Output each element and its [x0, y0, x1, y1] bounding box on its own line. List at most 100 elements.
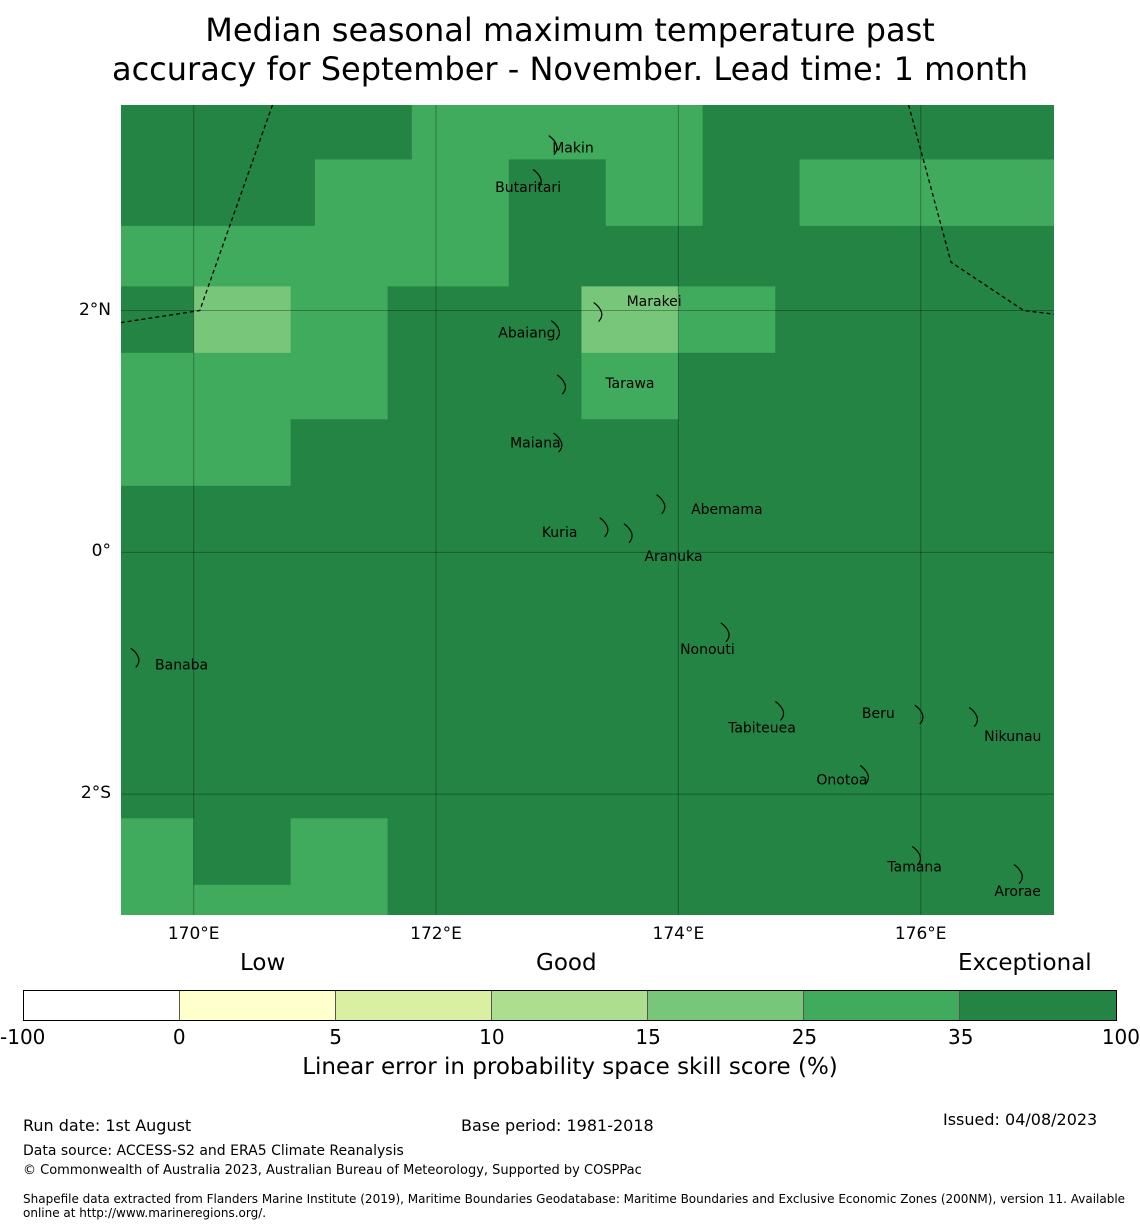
- island-outline: [550, 320, 560, 341]
- grid-cell: [993, 105, 1054, 160]
- grid-cell: [314, 225, 413, 287]
- grid-cell: [993, 225, 1054, 287]
- place-label: Nikunau: [984, 729, 1041, 745]
- latitude-label: 0°: [91, 541, 111, 562]
- grid-cell: [387, 352, 486, 420]
- grid-cell: [605, 159, 704, 227]
- place-label: Beru: [862, 706, 895, 722]
- grid-cell: [508, 225, 607, 287]
- colorbar-segment: [648, 991, 804, 1020]
- island-outline: [775, 700, 785, 721]
- island-outline: [1013, 864, 1023, 885]
- grid-cell: [121, 105, 219, 160]
- grid-cell: [314, 105, 413, 160]
- grid-cell: [387, 286, 486, 354]
- island-outlines: [130, 135, 1023, 885]
- grid-cell: [678, 286, 776, 354]
- data-source: Data source: ACCESS-S2 and ERA5 Climate …: [23, 1143, 404, 1159]
- island-outline: [548, 135, 558, 156]
- shapefile-credit: Shapefile data extracted from Flanders M…: [23, 1192, 1126, 1220]
- grid-cell: [969, 352, 1054, 420]
- longitude-label: 176°E: [894, 924, 947, 944]
- grid-cell: [799, 105, 897, 160]
- grid-cell: [678, 352, 776, 420]
- island-outline: [859, 765, 869, 785]
- chart-title: Median seasonal maximum temperature past…: [0, 11, 1140, 89]
- place-label: Aranuka: [644, 549, 702, 565]
- colorbar-tick-label: 10: [479, 1025, 505, 1049]
- colorbar-tick-label: 15: [635, 1025, 661, 1049]
- island-outline: [720, 622, 730, 643]
- colorbar-tick-label: 5: [329, 1025, 342, 1049]
- colorbar-tick-label: 0: [172, 1025, 186, 1049]
- grid-cell: [193, 419, 292, 487]
- longitude-label: 172°E: [410, 924, 462, 944]
- place-label: Banaba: [155, 658, 208, 674]
- colorbar-segment: [336, 991, 492, 1020]
- eez-boundary-east: [907, 105, 1054, 315]
- grid-cell: [217, 225, 316, 287]
- grid-cell: [121, 159, 219, 227]
- grid-cell: [314, 159, 413, 227]
- grid-cell: [605, 225, 704, 287]
- colorbar-segment: [24, 991, 180, 1020]
- grid-cell: [121, 419, 195, 487]
- colorbar: [23, 990, 1117, 1021]
- grid-cell: [121, 225, 219, 287]
- grid-cell: [799, 159, 897, 227]
- latitude-label: 2°N: [78, 299, 111, 320]
- grid-cell: [217, 159, 316, 227]
- place-labels: Makin Butaritari Marakei Abaiang Tarawa Maian…: [155, 140, 1041, 900]
- issued-date: Issued: 04/08/2023: [943, 1110, 1098, 1129]
- grid-cell: [581, 352, 679, 420]
- grid-cell: [193, 286, 292, 354]
- grid-cell: [605, 105, 704, 160]
- title-line-2: accuracy for September - November. Lead …: [111, 50, 1029, 88]
- grid-cell: [121, 286, 195, 354]
- colorbar-tick-label: 35: [947, 1025, 974, 1049]
- place-label: Butaritari: [495, 180, 561, 196]
- grid-cell: [411, 159, 510, 227]
- map-panel[interactable]: Makin Butaritari Marakei Abaiang Tarawa Maian…: [121, 105, 1054, 915]
- grid-cell: [121, 884, 195, 915]
- grid-cell: [775, 286, 873, 354]
- island-outline: [914, 704, 924, 725]
- grid-cell: [193, 818, 292, 886]
- place-label: Tamana: [886, 860, 941, 876]
- grid-cell: [121, 352, 195, 420]
- grid-cell: [702, 159, 801, 227]
- grid-cell: [581, 286, 679, 354]
- legend-category-exceptional: Exceptional: [958, 950, 1092, 976]
- grid-cell: [121, 818, 195, 886]
- grid-cell: [508, 105, 607, 160]
- map-svg[interactable]: Makin Butaritari Marakei Abaiang Tarawa Maian…: [121, 105, 1054, 915]
- skill-grid-cells: [121, 105, 1054, 915]
- grid-cell: [969, 286, 1054, 354]
- colorbar-tick-label: 25: [791, 1025, 818, 1049]
- place-label: Nonouti: [680, 642, 735, 658]
- colorbar-title: Linear error in probability space skill …: [302, 1054, 838, 1080]
- colorbar-tick-label: 100: [1101, 1025, 1140, 1049]
- grid-cell: [508, 159, 607, 227]
- grid-cell: [290, 286, 389, 354]
- grid-cell: [290, 419, 1054, 487]
- grid-cell: [896, 159, 994, 227]
- island-outline: [532, 169, 542, 189]
- grid-cell: [775, 352, 873, 420]
- grid-cell: [702, 105, 801, 160]
- grid-cell: [872, 286, 970, 354]
- title-line-1: Median seasonal maximum temperature past: [205, 11, 935, 49]
- colorbar-segment: [804, 991, 960, 1020]
- legend-category-good: Good: [536, 950, 597, 976]
- island-outline: [593, 302, 603, 322]
- eez-boundary-lines: [121, 105, 1054, 324]
- place-label: Makin: [552, 140, 594, 156]
- base-period: Base period: 1981-2018: [461, 1116, 654, 1135]
- place-label: Kuria: [542, 525, 578, 541]
- grid-cell: [896, 225, 994, 287]
- grid-cell: [217, 105, 316, 160]
- grid-cell: [702, 225, 801, 287]
- longitude-label: 174°E: [652, 924, 705, 944]
- grid-cell: [193, 884, 292, 915]
- graticule-lines: [121, 105, 1054, 915]
